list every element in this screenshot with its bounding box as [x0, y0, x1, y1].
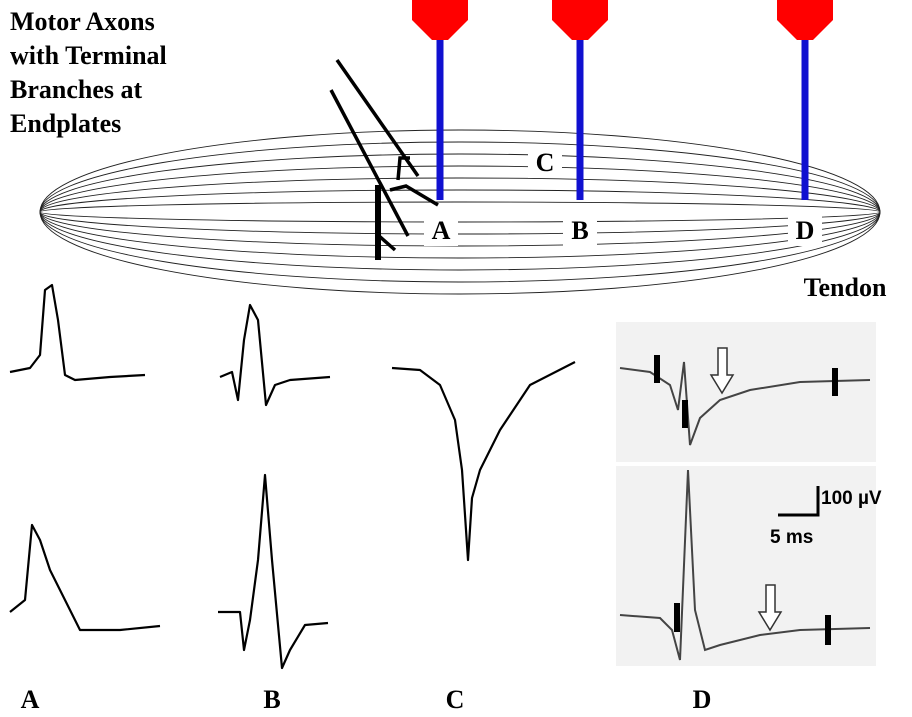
annotation-line: Branches at [10, 75, 143, 104]
waveform-a-bottom [10, 525, 160, 630]
site-label: B [571, 216, 588, 245]
electrode-head [777, 0, 833, 40]
site-labels: C A B D [424, 146, 822, 246]
fiber [40, 190, 880, 234]
waveform-label: B [263, 685, 280, 714]
axons [331, 60, 438, 260]
fiber [40, 178, 880, 246]
waveform-c [392, 362, 575, 560]
tendon-label: Tendon [804, 273, 887, 302]
waveforms [10, 285, 575, 668]
electrode-head [412, 0, 468, 40]
waveform-label: C [446, 685, 465, 714]
waveform-label: D [693, 685, 712, 714]
scale-time: 5 ms [770, 527, 813, 548]
waveform-b-bottom [218, 475, 328, 668]
waveform-label: A [21, 685, 40, 714]
panel-d: 100 µV 5 ms [616, 322, 882, 666]
annotation-line: with Terminal [10, 41, 167, 70]
electrodes [412, 0, 833, 200]
muscle [40, 130, 880, 294]
fiber [40, 154, 880, 270]
waveform-a-top [10, 285, 145, 380]
site-label: D [796, 216, 815, 245]
fiber [40, 166, 880, 258]
page: C A B D Motor Axons with Terminal Branch… [0, 0, 912, 717]
scale-amplitude: 100 µV [821, 488, 882, 509]
fiber [40, 130, 880, 294]
site-label: C [536, 148, 555, 177]
waveform-b-top [220, 305, 330, 405]
diagram: C A B D Motor Axons with Terminal Branch… [0, 0, 912, 717]
annotation: Motor Axons with Terminal Branches at En… [10, 7, 167, 138]
annotation-line: Endplates [10, 109, 121, 138]
electrode-head [552, 0, 608, 40]
waveform-labels: A B C D [21, 685, 712, 714]
fiber [40, 202, 880, 222]
site-label: A [432, 216, 451, 245]
axon [331, 90, 408, 236]
fiber [40, 142, 880, 282]
annotation-line: Motor Axons [10, 7, 155, 36]
